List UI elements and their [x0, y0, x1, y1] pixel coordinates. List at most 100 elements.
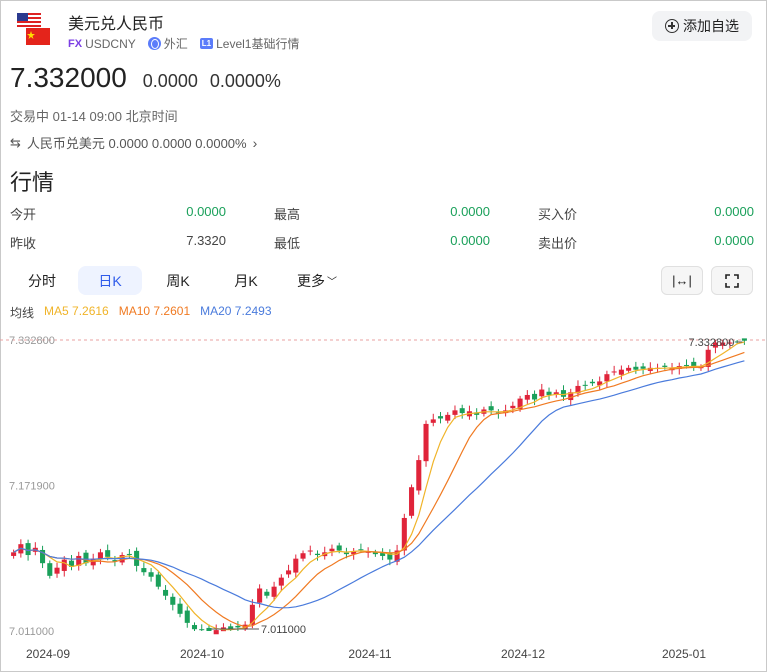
chevron-down-icon: ﹀	[327, 277, 337, 288]
candle-body	[720, 342, 726, 346]
min-value-label: 7.011000	[261, 624, 306, 636]
candle-body	[524, 394, 530, 400]
y-axis-label: 7.011000	[9, 626, 54, 638]
candle-body	[213, 630, 219, 635]
candle-body	[68, 560, 75, 567]
swap-icon: ⇆	[10, 134, 21, 150]
fullscreen-button[interactable]	[711, 266, 753, 295]
add-watchlist-label: 添加自选	[683, 18, 739, 34]
candle-body	[380, 553, 386, 556]
candle-body	[155, 574, 161, 587]
open-value: 0.0000	[186, 204, 226, 219]
candle-body	[401, 517, 407, 551]
x-axis-label: 2024-12	[501, 647, 545, 661]
ma-legend: 均线 MA5 7.2616 MA10 7.2601 MA20 7.2493	[10, 304, 272, 321]
level-label: Level1基础行情	[216, 37, 300, 51]
candle-body	[372, 552, 378, 555]
candle-body	[257, 588, 263, 603]
candle-body	[488, 406, 494, 411]
low-value: 0.0000	[450, 233, 490, 248]
candle-body	[662, 365, 668, 367]
candle-body	[97, 552, 103, 559]
candle-body	[40, 549, 46, 564]
candle-body	[206, 627, 212, 631]
tab-intraday[interactable]: 分时	[28, 272, 56, 289]
candle-body	[553, 392, 559, 395]
candle-body	[560, 390, 567, 397]
candle-body	[105, 550, 111, 557]
tab-monthly[interactable]: 月K	[234, 272, 258, 289]
price-change-pct: 0.0000%	[209, 71, 281, 91]
cn-flag-icon	[26, 28, 50, 45]
candlestick-chart[interactable]: 7.332800 7.171900 7.011000 7.332800 7.011000…	[0, 328, 767, 672]
candle-body	[604, 374, 610, 382]
candle-body	[141, 568, 147, 573]
candle-body	[61, 559, 67, 571]
tab-weekly[interactable]: 周K	[166, 272, 190, 289]
tab-daily[interactable]: 日K	[78, 266, 142, 295]
y-axis-label: 7.332800	[9, 335, 55, 347]
candle-body	[126, 553, 132, 555]
high-value: 0.0000	[450, 204, 490, 219]
currency-flags-icon	[17, 13, 50, 45]
candle-body	[47, 563, 53, 576]
candle-body	[286, 570, 292, 575]
candle-body	[184, 610, 190, 623]
ma5-line	[13, 341, 745, 631]
prev-close-label: 昨收	[10, 236, 37, 251]
candle-body	[568, 392, 574, 401]
globe-icon	[147, 37, 161, 50]
inverse-quote-link[interactable]: ⇆ 人民币兑美元 0.0000 0.0000 0.0000% ›	[10, 133, 257, 152]
candle-body	[423, 423, 429, 462]
candle-body	[271, 586, 277, 597]
candle-body	[459, 408, 465, 414]
candle-body	[626, 367, 632, 371]
tab-more[interactable]: 更多 ﹀	[282, 266, 352, 295]
candle-body	[329, 548, 335, 552]
candle-body	[76, 555, 82, 566]
candle-body	[170, 596, 176, 605]
candle-body	[712, 342, 718, 348]
candle-body	[640, 366, 646, 369]
candle-body	[611, 371, 617, 373]
tab-more-label: 更多	[297, 272, 325, 289]
x-axis-label: 2024-11	[348, 647, 391, 661]
candle-body	[300, 553, 306, 559]
candle-body	[148, 572, 154, 577]
candle-body	[90, 558, 96, 566]
candle-body	[510, 405, 516, 409]
candle-body	[474, 412, 480, 415]
ma20-line	[13, 360, 745, 609]
candle-body	[633, 366, 639, 370]
quote-grid: 今开 0.0000 昨收 7.3320 最高 0.0000 最低 0.0000 …	[0, 204, 767, 254]
candle-body	[727, 342, 733, 344]
candle-body	[546, 391, 552, 395]
candle-body	[336, 545, 342, 551]
candle-body	[445, 414, 451, 421]
us-flag-icon	[17, 13, 41, 27]
price-row: 7.332000 0.0000 0.0000%	[10, 62, 281, 94]
candle-body	[517, 398, 523, 410]
candle-body	[575, 385, 581, 394]
high-label: 最高	[274, 207, 301, 222]
candle-body	[249, 604, 255, 625]
trade-status: 交易中 01-14 09:00 北京时间	[10, 109, 178, 124]
candle-body	[705, 349, 711, 367]
add-watchlist-button[interactable]: 添加自选	[652, 11, 752, 41]
level-badge: L1	[199, 38, 214, 49]
plus-circle-icon	[665, 19, 679, 33]
candle-body	[741, 338, 747, 341]
candle-body	[582, 384, 588, 386]
candle-body	[264, 591, 270, 596]
candle-body	[278, 577, 284, 586]
prev-close-value: 7.3320	[186, 233, 226, 248]
ask-label: 卖出价	[538, 236, 578, 251]
candle-body	[589, 381, 595, 384]
candle-body	[618, 369, 624, 375]
candle-body	[11, 552, 17, 556]
candle-body	[83, 552, 89, 564]
price-change: 0.0000	[142, 71, 198, 91]
fit-width-button[interactable]: |↔|	[661, 266, 703, 295]
expand-horizontal-icon: |↔|	[672, 273, 692, 288]
candle-body	[691, 361, 697, 367]
